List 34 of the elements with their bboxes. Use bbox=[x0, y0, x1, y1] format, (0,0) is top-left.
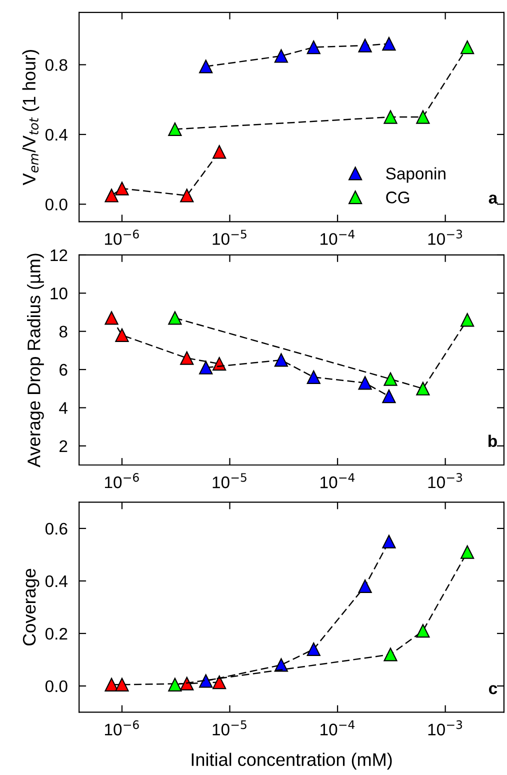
legend-label: Saponin bbox=[386, 167, 446, 183]
y-tick-label: 0.8 bbox=[45, 59, 68, 71]
y-axis-title: Coverage bbox=[22, 568, 40, 646]
x-tick-label: 10$^{−3}$ bbox=[428, 720, 462, 736]
y-tick-label: 4 bbox=[59, 402, 68, 414]
x-tick-label: 10$^{−6}$ bbox=[105, 720, 139, 736]
y-tick-label: 6 bbox=[60, 364, 68, 376]
y-tick-label: 8 bbox=[59, 326, 68, 338]
annotation: a bbox=[488, 194, 498, 204]
x-tick-label: 10$^{−4}$ bbox=[320, 230, 355, 245]
y-tick-label: 0.4 bbox=[45, 575, 68, 588]
y-tick-label: 2 bbox=[60, 440, 68, 452]
y-tick-label: 0.4 bbox=[45, 128, 68, 141]
y-tick-label: 0.0 bbox=[45, 198, 68, 210]
x-tick-label: 10$^{−5}$ bbox=[212, 473, 246, 488]
x-tick-label: 10$^{−3}$ bbox=[428, 230, 462, 245]
x-tick-label: 10$^{−4}$ bbox=[320, 473, 355, 488]
legend-label: CG bbox=[386, 192, 410, 204]
y-tick-label: 12 bbox=[50, 249, 68, 262]
y-tick-label: 0.2 bbox=[45, 628, 68, 640]
x-tick-label: 10$^{−3}$ bbox=[428, 473, 462, 488]
x-tick-label: 10$^{−6}$ bbox=[105, 230, 139, 245]
y-tick-label: 0.6 bbox=[45, 522, 68, 535]
y-axis-title: Average Drop Radius (µm) bbox=[27, 254, 44, 468]
x-axis-title: Initial concentration (mM) bbox=[192, 752, 392, 770]
x-tick-label: 10$^{−5}$ bbox=[212, 720, 246, 736]
annotation: b bbox=[488, 434, 497, 448]
y-tick-label: 0.0 bbox=[45, 680, 68, 692]
y-axis-title: V$_{em}$/V$_{tot}$ (1 hour) bbox=[22, 50, 40, 186]
x-tick-label: 10$^{−4}$ bbox=[320, 720, 355, 736]
y-tick-label: 10 bbox=[50, 288, 68, 300]
x-tick-label: 10$^{−5}$ bbox=[212, 230, 246, 245]
annotation: c bbox=[488, 685, 498, 694]
x-tick-label: 10$^{−6}$ bbox=[105, 473, 139, 488]
